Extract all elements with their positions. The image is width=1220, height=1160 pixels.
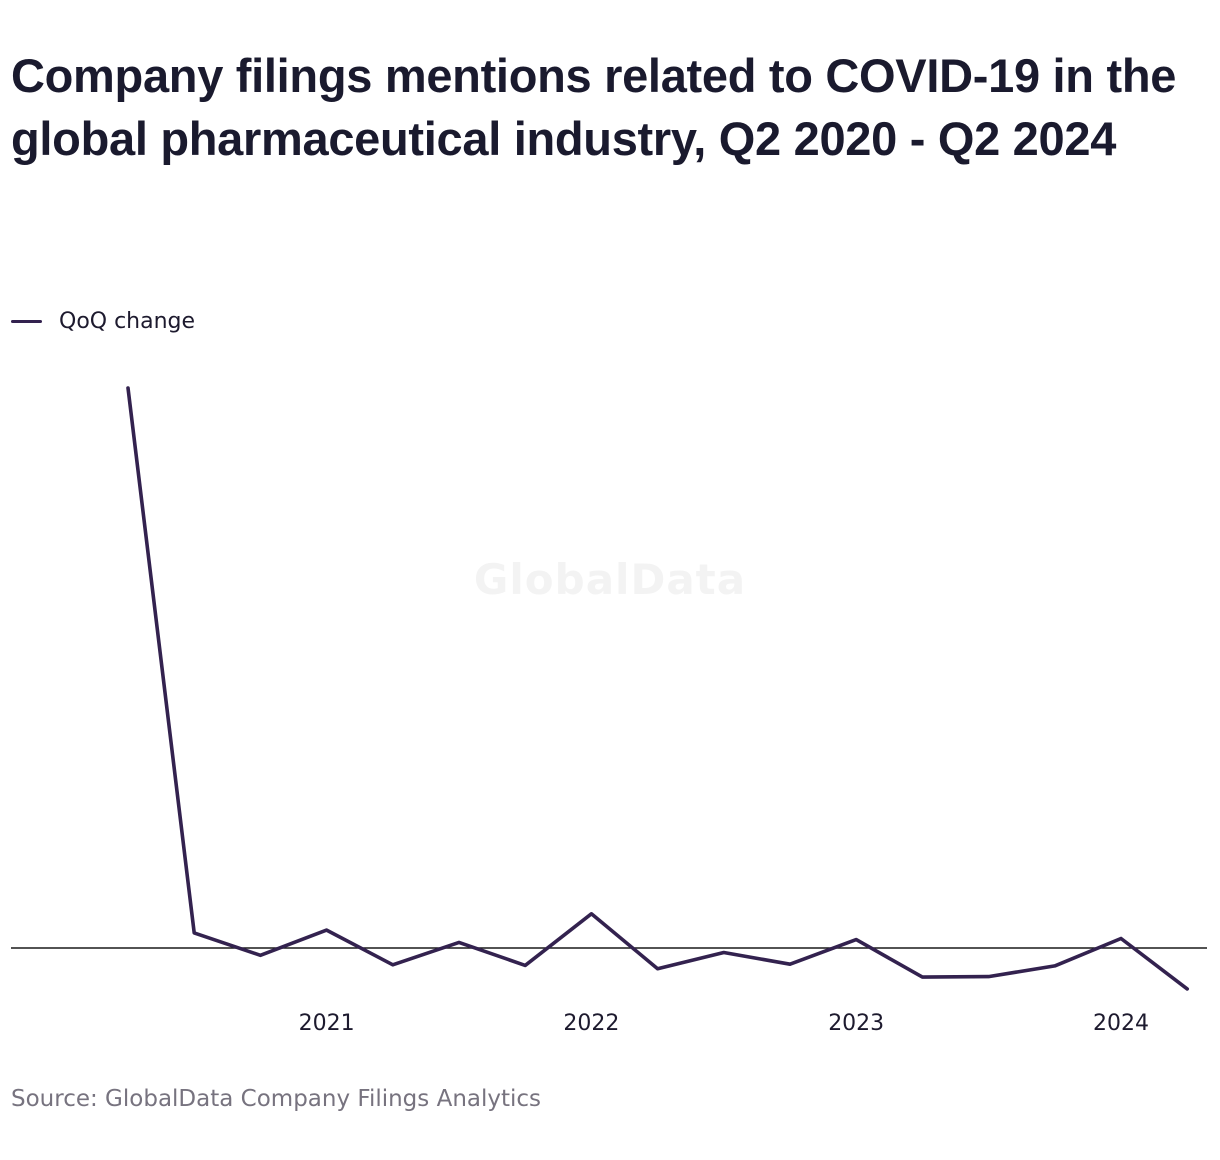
legend-label-qoq-change: QoQ change [59, 308, 196, 334]
x-tick-label-2023: 2023 [828, 1011, 884, 1036]
source-note: Source: GlobalData Company Filings Analy… [11, 1086, 542, 1112]
x-tick-label-2022: 2022 [563, 1011, 619, 1036]
x-tick-label-2024: 2024 [1093, 1011, 1149, 1036]
legend-swatch-qoq-change [11, 319, 42, 323]
chart-title: Company filings mentions related to COVI… [11, 49, 1177, 165]
series-line-qoq-change [126, 386, 1189, 991]
legend: QoQ change [11, 306, 195, 336]
x-tick-label-2021: 2021 [299, 1011, 355, 1036]
line-chart: 2021 2022 2023 2024 [11, 386, 1207, 1036]
